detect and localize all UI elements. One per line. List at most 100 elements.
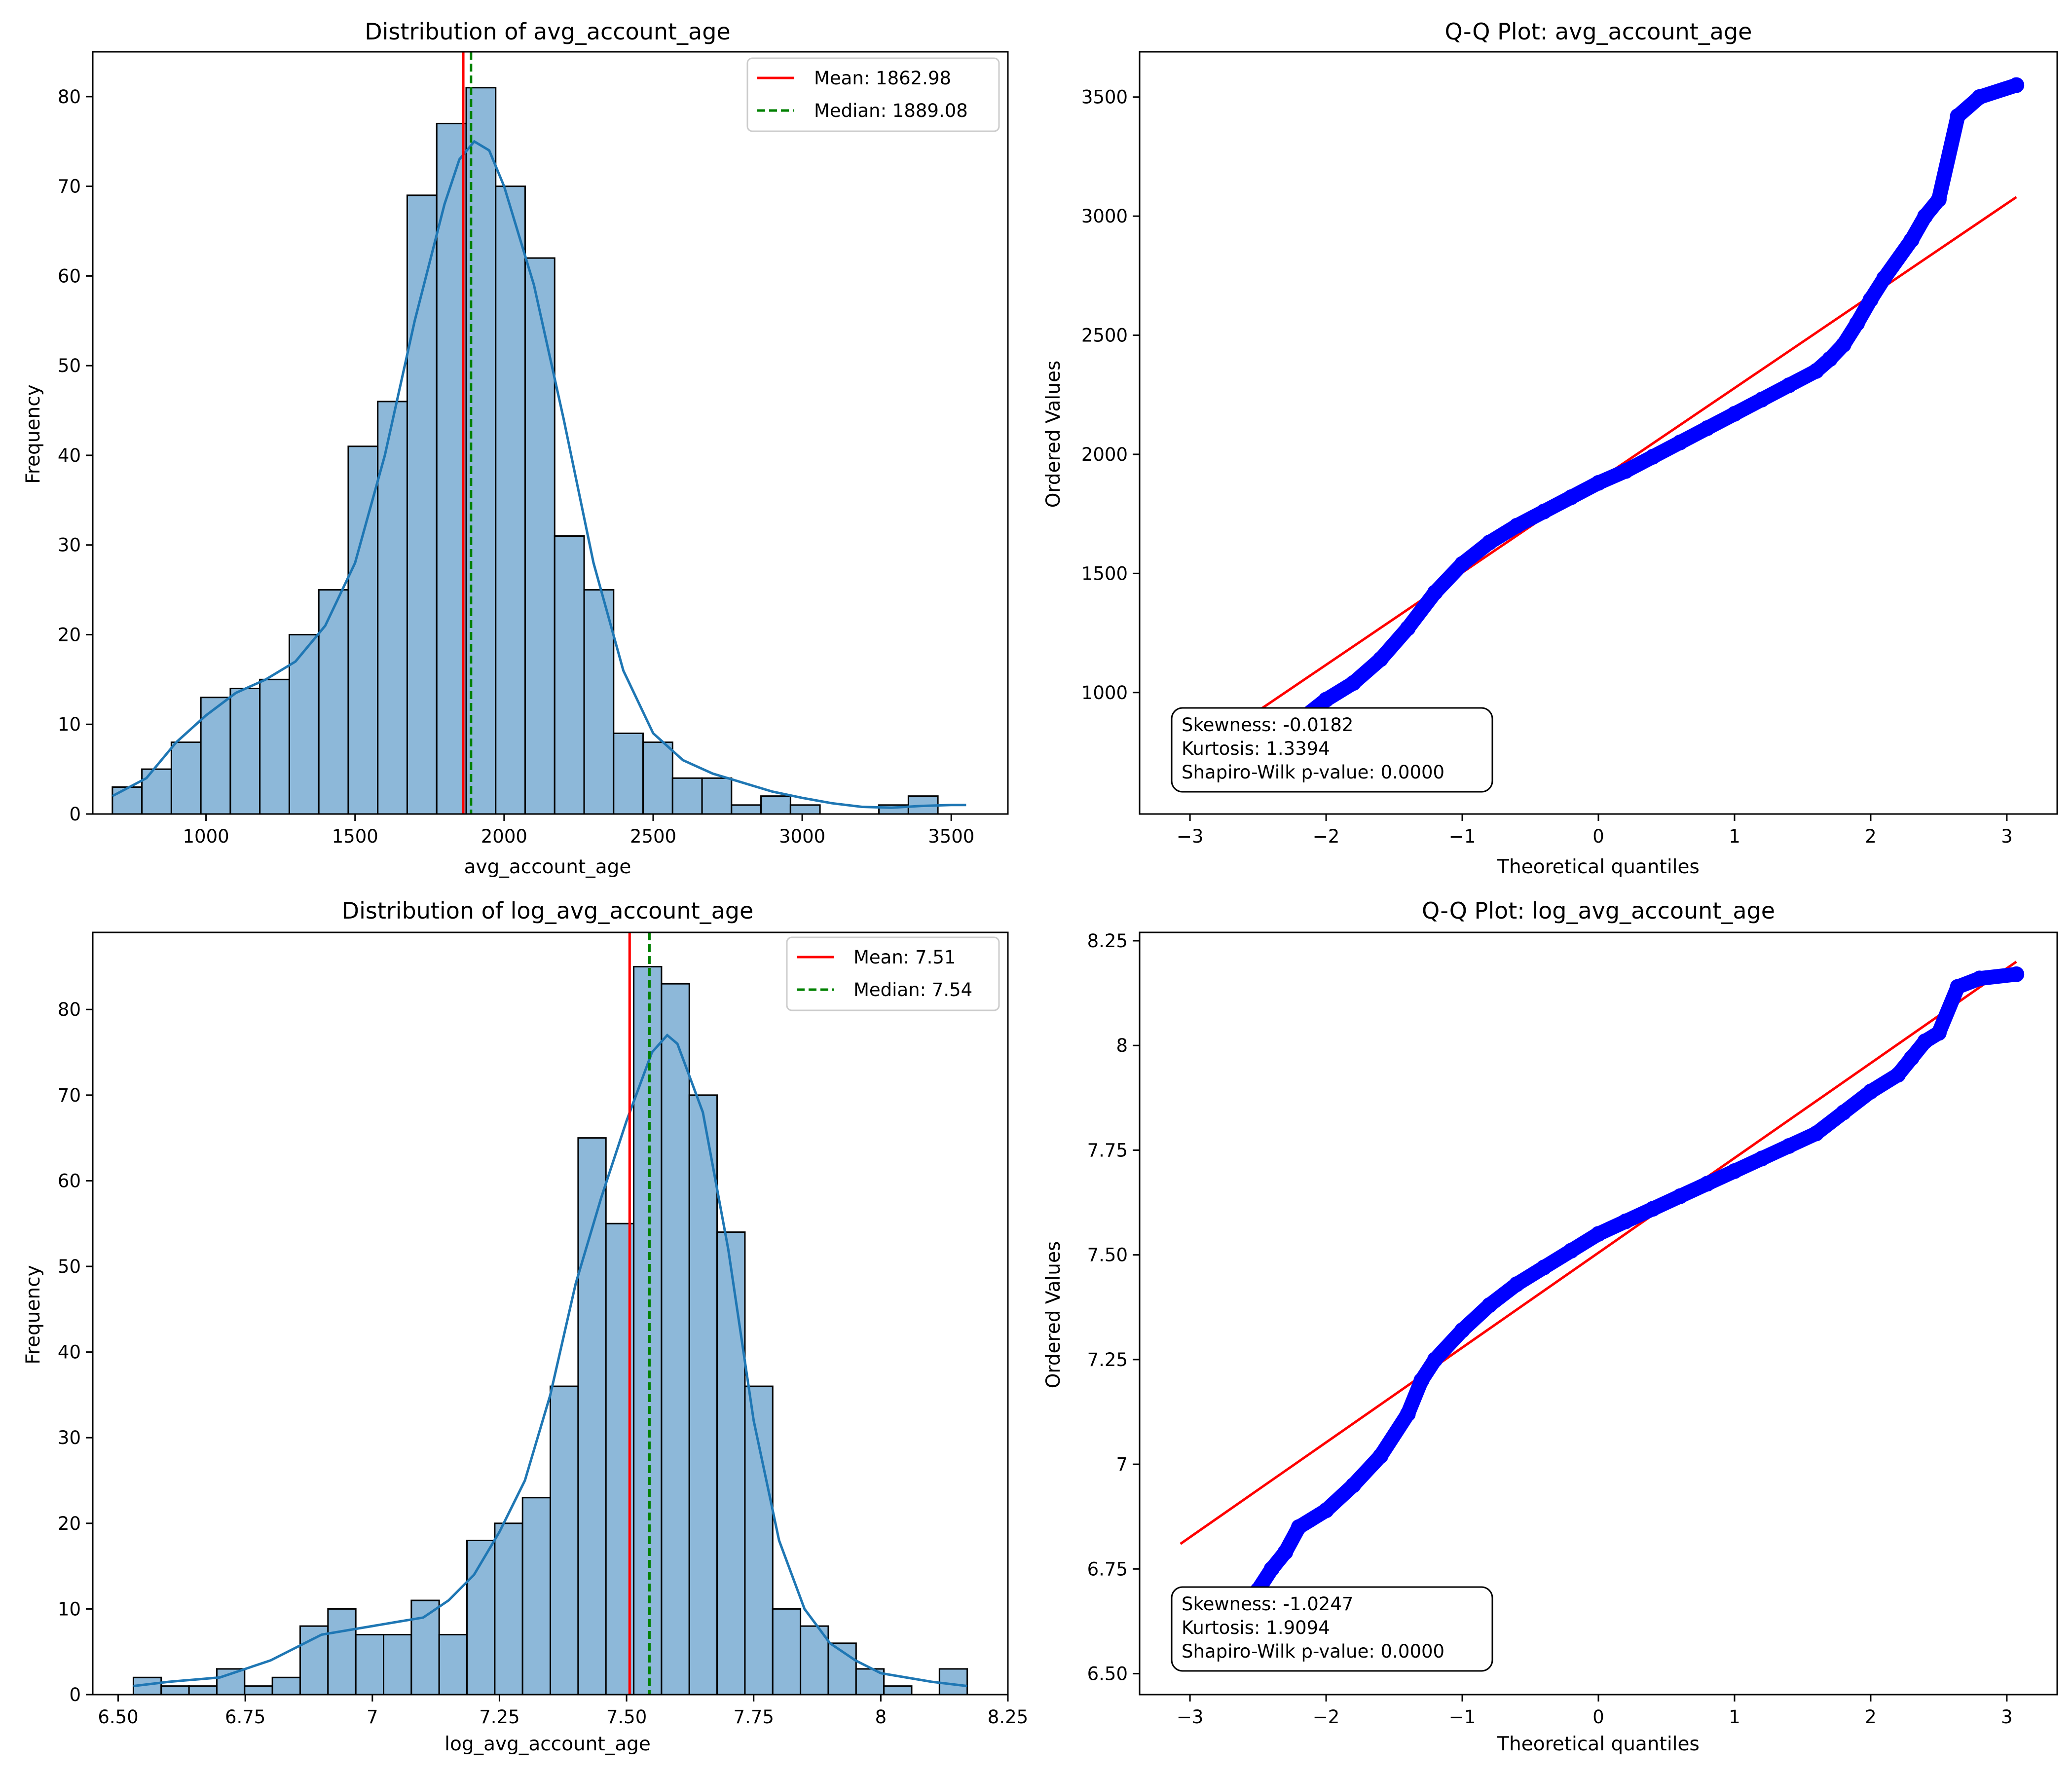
- chart-title: Q-Q Plot: log_avg_account_age: [1422, 897, 1775, 924]
- qq-point: [1950, 979, 1966, 995]
- histogram-bar: [716, 1231, 746, 1696]
- y-tick-label: 2000: [1081, 444, 1128, 465]
- x-tick-label: 3000: [779, 826, 825, 847]
- axes-frame: [1139, 51, 2058, 815]
- axes-frame: [92, 931, 1009, 1696]
- x-tick-label: 8.25: [988, 1706, 1028, 1728]
- qq-point: [1930, 1025, 1947, 1041]
- qq-point: [1263, 1561, 1280, 1577]
- x-tick-label: 1: [1729, 1706, 1740, 1728]
- qq-point: [1291, 1519, 1307, 1535]
- x-tick-label: −3: [1177, 1706, 1204, 1728]
- kde-curve: [111, 140, 966, 809]
- plot-area: 6.50 6.75 7 7.25 7.50 7.75 8 8.25 0 10 20 30 40 50 60 7…: [58, 931, 1028, 1728]
- histogram-bar: [244, 1685, 273, 1696]
- y-tick-label: 70: [58, 176, 81, 197]
- x-tick-label: 3: [2001, 1706, 2013, 1728]
- histogram-bar: [229, 688, 261, 815]
- qq-point: [1400, 620, 1416, 636]
- histogram-bar: [731, 804, 762, 815]
- qq-point: [1726, 1163, 1742, 1179]
- qq-point: [1876, 270, 1892, 286]
- qq-point: [1781, 1138, 1797, 1154]
- y-tick-label: 2500: [1081, 325, 1128, 346]
- y-tick-label: 20: [58, 624, 81, 645]
- qq-point: [1618, 1213, 1634, 1229]
- histogram-bar: [744, 1385, 774, 1696]
- qq-point: [1808, 363, 1824, 379]
- y-tick-label: 0: [69, 1684, 81, 1705]
- qq-point: [1971, 89, 1988, 105]
- stats-skewness: Skewness: -1.0247: [1182, 1593, 1353, 1615]
- qq-point: [1890, 1067, 1906, 1083]
- qq-point: [1563, 1243, 1579, 1259]
- qq-point: [1822, 351, 1838, 367]
- qq-avg-account-age-panel: −3 −2 −1 0 1 2 3 1000 1500 2000 2500 3000 3500 Q-Q P…: [1042, 18, 2058, 878]
- y-tick-label: 1500: [1081, 563, 1128, 584]
- x-tick-label: 7: [367, 1706, 378, 1728]
- qq-point-band: [1173, 77, 2024, 775]
- histogram-bar: [633, 965, 663, 1696]
- qq-point: [1277, 1544, 1294, 1560]
- qq-point: [1318, 692, 1334, 708]
- qq-point: [1849, 315, 1865, 332]
- qq-point: [1835, 1105, 1851, 1121]
- qq-point: [1481, 1297, 1498, 1313]
- x-tick-label: 7.75: [734, 1706, 774, 1728]
- x-tick-label: 7.50: [606, 1706, 647, 1728]
- histogram-bar: [160, 1685, 190, 1696]
- x-tick-label: 6.75: [225, 1706, 265, 1728]
- stats-box-frame: [1171, 707, 1493, 793]
- x-tick-label: 2000: [481, 826, 527, 847]
- qq-point: [1563, 489, 1579, 505]
- qq-point: [1454, 556, 1471, 572]
- qq-point: [1862, 292, 1879, 308]
- stats-box: Skewness: -0.0182 Kurtosis: 1.3394 Shapi…: [1171, 707, 1493, 793]
- y-tick-label: 7.75: [1087, 1140, 1128, 1161]
- legend-median-label: Median: 7.54: [853, 979, 972, 1000]
- histogram-bar: [688, 1094, 718, 1696]
- qq-point: [1536, 503, 1552, 519]
- qq-fit-line: [1180, 961, 2017, 1545]
- y-axis-label: Ordered Values: [1042, 361, 1065, 508]
- chart-title: Q-Q Plot: avg_account_age: [1445, 18, 1752, 45]
- histogram-bar: [521, 1497, 552, 1696]
- y-tick-label: 40: [58, 445, 81, 466]
- hist-avg-account-age-panel: 1000 1500 2000 2500 3000 3500 0 10 20 30 40 50 60 70 8…: [22, 18, 1009, 878]
- qq-point: [1536, 1259, 1552, 1276]
- histogram-bar: [327, 1608, 357, 1696]
- qq-point: [1645, 1201, 1661, 1217]
- x-tick-label: 8: [875, 1706, 887, 1728]
- histogram-bar: [410, 1599, 440, 1696]
- stats-skewness: Skewness: -0.0182: [1182, 714, 1353, 736]
- histogram-bar: [577, 1137, 607, 1696]
- histogram-bar: [554, 535, 585, 815]
- y-tick-label: 30: [58, 1427, 81, 1448]
- legend-mean-label: Mean: 7.51: [853, 947, 956, 968]
- histogram-bar: [318, 589, 349, 815]
- qq-log-avg-account-age-panel: −3 −2 −1 0 1 2 3 6.50 6.75 7 7.25 7.50 7.75 8 8.25 Q-Q…: [1042, 897, 2058, 1755]
- qq-point: [1345, 1477, 1362, 1493]
- legend: Mean: 7.51 Median: 7.54: [786, 936, 1000, 1011]
- histogram-bar: [701, 777, 733, 815]
- histogram-bar: [111, 786, 143, 815]
- qq-point: [1781, 377, 1797, 393]
- qq-point: [1699, 1176, 1715, 1192]
- x-axis-label: log_avg_account_age: [444, 1733, 651, 1755]
- x-tick-label: −3: [1177, 826, 1204, 847]
- x-tick-label: −1: [1449, 826, 1476, 847]
- hist-log-avg-account-age-panel: 6.50 6.75 7 7.25 7.50 7.75 8 8.25 0 10 20 30 40 50 60 7…: [22, 897, 1028, 1755]
- qq-point: [1481, 534, 1498, 551]
- qq-point: [1835, 336, 1851, 353]
- histogram-bar: [436, 122, 467, 815]
- histogram-bar: [438, 1633, 468, 1696]
- plot-area: −3 −2 −1 0 1 2 3 1000 1500 2000 2500 3000 3500: [1081, 51, 2058, 847]
- y-tick-label: 8: [1116, 1035, 1128, 1056]
- y-tick-label: 10: [58, 1598, 81, 1620]
- y-tick-label: 7.25: [1087, 1349, 1128, 1370]
- histogram-bar: [259, 678, 290, 815]
- qq-point: [1591, 475, 1606, 491]
- histogram-bar: [141, 768, 172, 815]
- x-tick-label: 3: [2001, 826, 2013, 847]
